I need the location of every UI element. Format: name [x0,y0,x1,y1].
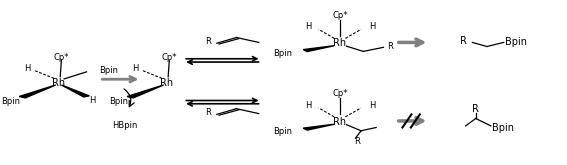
Text: Bpin: Bpin [493,123,514,133]
Text: H: H [89,96,95,105]
Text: Cp*: Cp* [54,53,69,62]
Text: R: R [472,104,479,115]
Polygon shape [303,124,334,130]
Text: R: R [387,42,393,51]
Text: Bpin: Bpin [99,66,118,75]
Text: R: R [205,108,211,117]
Polygon shape [61,85,90,97]
Polygon shape [127,85,164,98]
Text: Cp*: Cp* [332,11,348,20]
Polygon shape [303,46,334,52]
Text: Rh: Rh [160,78,173,87]
Text: Rh: Rh [52,78,65,87]
Text: R: R [354,137,359,146]
Text: Cp*: Cp* [332,89,348,99]
Text: H: H [369,22,375,31]
Text: HBpin: HBpin [112,121,137,130]
Text: H: H [133,64,139,73]
Text: H: H [24,64,31,73]
Text: Bpin: Bpin [273,49,293,58]
Text: H: H [306,101,312,110]
Text: Bpin: Bpin [109,97,129,106]
Text: H: H [369,101,375,110]
Text: Rh: Rh [333,38,346,48]
Text: H: H [306,22,312,31]
Text: Rh: Rh [333,117,346,127]
Text: Cp*: Cp* [162,53,177,62]
Text: Bpin: Bpin [273,127,293,136]
Text: Bpin: Bpin [2,97,20,106]
Text: R: R [205,37,211,46]
Text: R: R [460,36,467,46]
Polygon shape [19,85,56,98]
Text: Bpin: Bpin [505,37,527,47]
